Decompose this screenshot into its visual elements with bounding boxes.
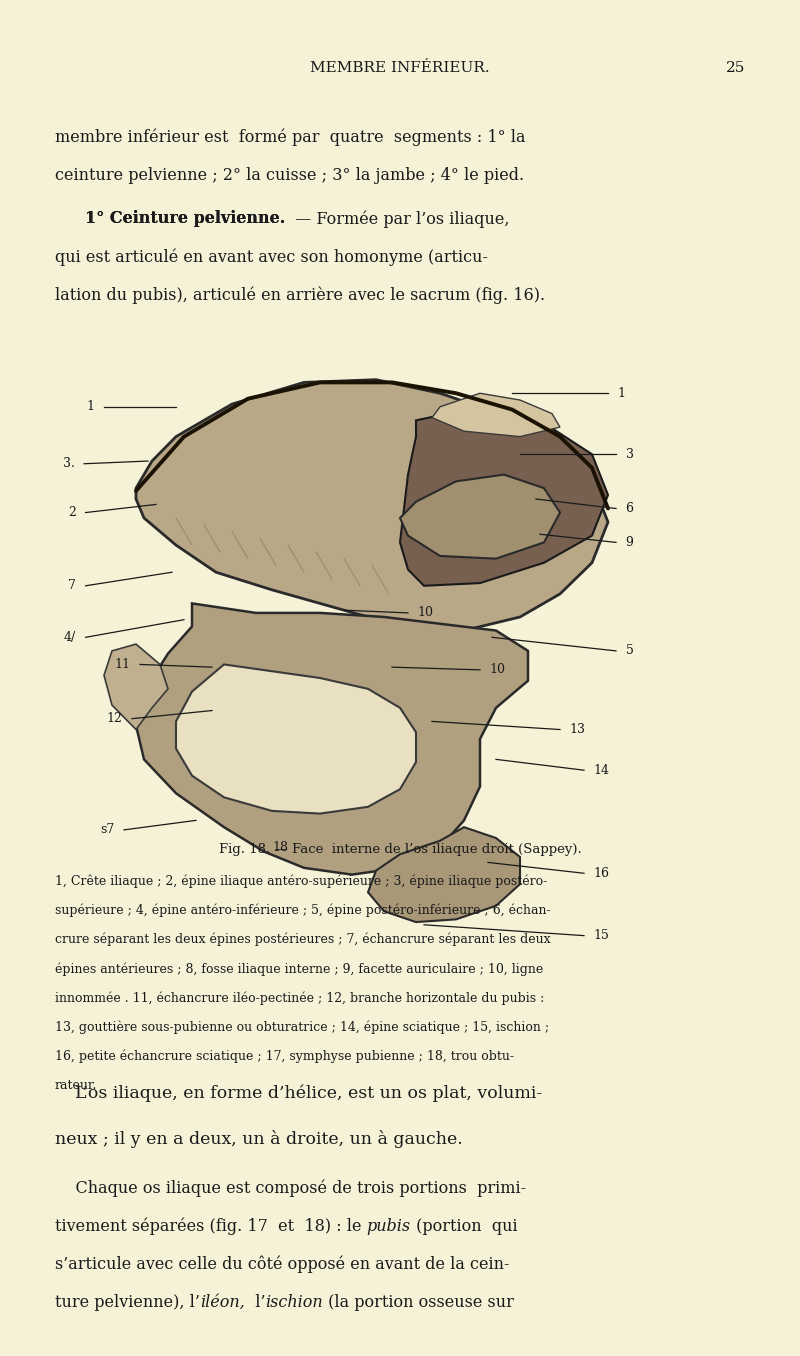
Text: 6: 6 xyxy=(626,502,634,515)
Polygon shape xyxy=(104,644,168,730)
Text: lation du pubis), articulé en arrière avec le sacrum (fig. 16).: lation du pubis), articulé en arrière av… xyxy=(55,286,545,304)
Text: MEMBRE INFÉRIEUR.: MEMBRE INFÉRIEUR. xyxy=(310,61,490,75)
Text: épines antérieures ; 8, fosse iliaque interne ; 9, facette auriculaire ; 10, lig: épines antérieures ; 8, fosse iliaque in… xyxy=(55,963,543,975)
Text: 11: 11 xyxy=(114,658,130,671)
Text: ischion: ischion xyxy=(265,1294,322,1311)
Text: 15: 15 xyxy=(594,929,610,942)
Text: 18: 18 xyxy=(272,841,288,854)
Text: qui est articulé en avant avec son homonyme (articu-: qui est articulé en avant avec son homon… xyxy=(55,248,488,266)
Text: 1: 1 xyxy=(86,400,94,414)
Text: Fig. 18. — Face  interne de l’os iliaque droit (Sappey).: Fig. 18. — Face interne de l’os iliaque … xyxy=(218,843,582,857)
Text: ture pelvienne), l’: ture pelvienne), l’ xyxy=(55,1294,200,1311)
Text: 4/: 4/ xyxy=(64,631,76,644)
Polygon shape xyxy=(136,380,608,631)
Text: crure séparant les deux épines postérieures ; 7, échancrure séparant les deux: crure séparant les deux épines postérieu… xyxy=(55,933,550,946)
Text: L’os iliaque, en forme d’hélice, est un os plat, volumi-: L’os iliaque, en forme d’hélice, est un … xyxy=(75,1085,542,1102)
Text: innommée . 11, échancrure iléo-pectinée ; 12, branche horizontale du pubis :: innommée . 11, échancrure iléo-pectinée … xyxy=(55,991,544,1005)
Text: 5: 5 xyxy=(626,644,634,658)
Polygon shape xyxy=(136,603,528,875)
Polygon shape xyxy=(368,827,520,922)
Text: 1, Crête iliaque ; 2, épine iliaque antéro-supérieure ; 3, épine iliaque postéro: 1, Crête iliaque ; 2, épine iliaque anté… xyxy=(55,875,547,888)
Text: iléon,: iléon, xyxy=(200,1294,245,1311)
Text: 13: 13 xyxy=(570,723,586,736)
Text: 14: 14 xyxy=(594,763,610,777)
Text: Chaque os iliaque est composé de trois portions  primi-: Chaque os iliaque est composé de trois p… xyxy=(55,1180,526,1197)
Text: 12: 12 xyxy=(106,712,122,725)
Text: 10: 10 xyxy=(418,606,434,620)
Text: 1° Ceinture pelvienne.: 1° Ceinture pelvienne. xyxy=(86,210,286,228)
Text: 1° Ceinture pelvienne.: 1° Ceinture pelvienne. xyxy=(86,210,286,228)
Text: rateur.: rateur. xyxy=(55,1079,98,1092)
Polygon shape xyxy=(400,475,560,559)
Polygon shape xyxy=(400,407,608,586)
Text: s7: s7 xyxy=(100,823,114,837)
Text: 10: 10 xyxy=(490,663,506,677)
Text: 16: 16 xyxy=(594,866,610,880)
Text: — Formée par l’os iliaque,: — Formée par l’os iliaque, xyxy=(290,210,509,228)
Text: tivement séparées (fig. 17  et  18) : le: tivement séparées (fig. 17 et 18) : le xyxy=(55,1218,366,1235)
Text: 7: 7 xyxy=(68,579,76,593)
Text: supérieure ; 4, épine antéro-inférieure ; 5, épine postéro-inférieure ; 6, échan: supérieure ; 4, épine antéro-inférieure … xyxy=(55,904,550,917)
Text: 25: 25 xyxy=(726,61,745,75)
Text: membre inférieur est  formé par  quatre  segments : 1° la: membre inférieur est formé par quatre se… xyxy=(55,129,526,146)
Text: 9: 9 xyxy=(626,536,634,549)
Polygon shape xyxy=(432,393,560,437)
Text: s’articule avec celle du côté opposé en avant de la cein-: s’articule avec celle du côté opposé en … xyxy=(55,1256,510,1273)
Text: pubis: pubis xyxy=(366,1218,410,1235)
Text: neux ; il y en a deux, un à droite, un à gauche.: neux ; il y en a deux, un à droite, un à… xyxy=(55,1130,462,1147)
Text: 1: 1 xyxy=(618,386,626,400)
Text: 3.: 3. xyxy=(62,457,74,471)
Text: 3: 3 xyxy=(626,447,634,461)
Text: 2: 2 xyxy=(68,506,76,519)
Text: 13, gouttière sous-pubienne ou obturatrice ; 14, épine sciatique ; 15, ischion ;: 13, gouttière sous-pubienne ou obturatri… xyxy=(55,1020,549,1033)
Text: ceinture pelvienne ; 2° la cuisse ; 3° la jambe ; 4° le pied.: ceinture pelvienne ; 2° la cuisse ; 3° l… xyxy=(55,167,524,184)
Text: (portion  qui: (portion qui xyxy=(410,1218,518,1235)
Text: (la portion osseuse sur: (la portion osseuse sur xyxy=(322,1294,514,1311)
Text: l’: l’ xyxy=(245,1294,265,1311)
Polygon shape xyxy=(176,664,416,814)
Text: 16, petite échancrure sciatique ; 17, symphyse pubienne ; 18, trou obtu-: 16, petite échancrure sciatique ; 17, sy… xyxy=(55,1050,514,1063)
